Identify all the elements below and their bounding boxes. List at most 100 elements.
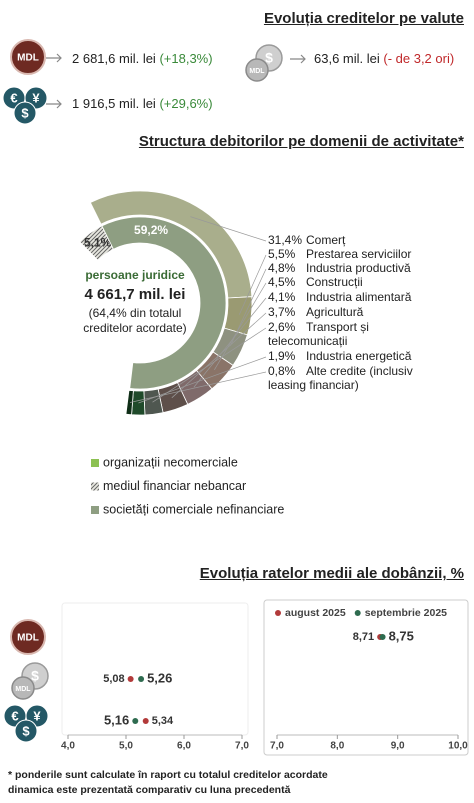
leader-line — [239, 254, 267, 315]
currency-item: 1 916,5 mil. lei (+29,6%) — [72, 96, 213, 111]
segment-label: 5,5% Prestarea serviciilor — [268, 247, 448, 261]
segment-label: 2,6% Transport și telecomunicații — [268, 320, 448, 348]
segment-percent: 4,5% — [268, 275, 296, 289]
legend-swatch — [91, 506, 99, 514]
arrow — [290, 54, 306, 64]
icon-coin — [11, 676, 35, 700]
dot — [132, 718, 139, 724]
legend-dot — [275, 610, 281, 616]
x-tick-label: 6,0 — [177, 741, 191, 752]
value-label: 5,16 — [104, 712, 129, 727]
segment-name: Agricultură — [306, 305, 364, 319]
x-tick-label: 8,0 — [330, 741, 344, 752]
segment-label: 4,5% Construcții — [268, 275, 448, 289]
arrow — [46, 53, 62, 63]
section-title: Structura debitorilor pe domenii de acti… — [138, 133, 464, 150]
donut-outer-segment — [125, 389, 134, 416]
segment-name: Prestarea serviciilor — [306, 247, 412, 261]
segment-percent: 4,1% — [268, 290, 296, 304]
leader-line — [214, 282, 267, 371]
value-label: 8,71 — [353, 631, 374, 643]
icon-text: $ — [21, 105, 29, 120]
dot — [138, 676, 145, 682]
dot — [127, 676, 134, 682]
segment-label: 4,8% Industria productivă — [268, 261, 448, 275]
change: (+18,3%) — [159, 51, 213, 66]
change: (- de 3,2 ori) — [383, 51, 455, 66]
icon-text: $ — [31, 668, 39, 684]
segment-label: 1,9% Industria energetică — [268, 349, 448, 363]
dot — [142, 718, 149, 724]
segment-name: Construcții — [306, 275, 363, 289]
arrow — [46, 99, 62, 109]
x-tick-label: 7,0 — [235, 741, 249, 752]
center-amount: 4 661,7 mil. lei — [84, 286, 186, 303]
icon-text: € — [11, 708, 18, 723]
leader-line — [129, 371, 267, 403]
donut-inner-label: 59,2% — [134, 223, 168, 237]
legend-label: mediul financiar nebancar — [103, 479, 246, 493]
segment-label: 31,4% Comerț — [268, 233, 448, 247]
legend-swatch — [91, 459, 99, 467]
value-label: 5,26 — [147, 670, 172, 685]
icon-coin — [245, 58, 269, 82]
dot — [379, 634, 386, 640]
legend-swatch — [91, 482, 99, 491]
segment-name: Industria alimentară — [306, 290, 412, 304]
donut-inner-segment — [101, 216, 227, 390]
legend-label: organizații necomerciale — [103, 455, 238, 469]
segment-name: Alte credite (inclusiv leasing financiar… — [268, 364, 413, 392]
segment-name: Industria energetică — [306, 349, 412, 363]
plot-frame — [263, 599, 469, 756]
value-label: 5,08 — [103, 673, 124, 685]
legend-dot — [354, 610, 361, 616]
icon-text: € — [10, 90, 17, 105]
segment-percent: 3,7% — [268, 305, 296, 319]
amount: 2 681,6 mil. lei — [72, 51, 156, 66]
center-share: (64,4% din totalul creditelor acordate) — [83, 306, 187, 335]
segment-label: 0,8% Alte credite (inclusiv leasing finan… — [268, 364, 448, 392]
amount: 1 916,5 mil. lei — [72, 96, 156, 111]
icon-text: $ — [265, 50, 273, 66]
x-tick-label: 10,0 — [448, 741, 468, 752]
segment-percent: 5,5% — [268, 247, 296, 261]
center-group: persoane juridice — [85, 268, 185, 282]
leader-line — [152, 327, 267, 403]
currency-item: 63,6 mil. lei (- de 3,2 ori) — [314, 51, 454, 66]
amount: 63,6 mil. lei — [314, 51, 380, 66]
value-label: 8,75 — [389, 628, 414, 643]
segment-percent: 31,4% — [268, 233, 303, 247]
currency-item: 2 681,6 mil. lei (+18,3%) — [72, 51, 213, 66]
segment-name: Industria productivă — [306, 261, 411, 275]
donut-outer-segment — [131, 390, 146, 416]
leader-line — [138, 356, 267, 404]
icon-text: ¥ — [33, 708, 41, 723]
segment-label: 4,1% Industria alimentară — [268, 290, 448, 304]
icon-mdl — [10, 619, 46, 655]
legend-label: societăți comerciale nefinanciare — [103, 502, 284, 516]
icon-currency — [13, 101, 37, 125]
section-title: Evoluția creditelor pe valute — [263, 10, 464, 27]
footnote: * ponderile sunt calculate în raport cu … — [8, 769, 328, 781]
footnote: dinamica este prezentată comparativ cu l… — [8, 784, 291, 796]
leader-line — [190, 216, 267, 242]
segment-percent: 0,8% — [268, 364, 296, 378]
footnotes: * ponderile sunt calculate în raport cu … — [8, 768, 328, 798]
icon-currency — [14, 719, 38, 743]
leader-line — [193, 297, 267, 388]
icon-text: MDL — [249, 68, 265, 75]
x-tick-label: 9,0 — [391, 741, 405, 752]
icon-text: ¥ — [32, 90, 40, 105]
value-label: 5,34 — [152, 715, 174, 727]
segment-name: Comerț — [306, 233, 346, 247]
legend-label: septembrie 2025 — [365, 607, 447, 619]
x-tick-label: 5,0 — [119, 741, 133, 752]
section-title: Evoluția ratelor medii ale dobânzii, % — [199, 565, 464, 582]
segment-percent: 1,9% — [268, 349, 296, 363]
icon-text: MDL — [17, 633, 39, 644]
segment-name: Transport și telecomunicații — [268, 320, 369, 348]
legend-label: august 2025 — [285, 607, 346, 619]
icon-mdl — [10, 39, 46, 75]
